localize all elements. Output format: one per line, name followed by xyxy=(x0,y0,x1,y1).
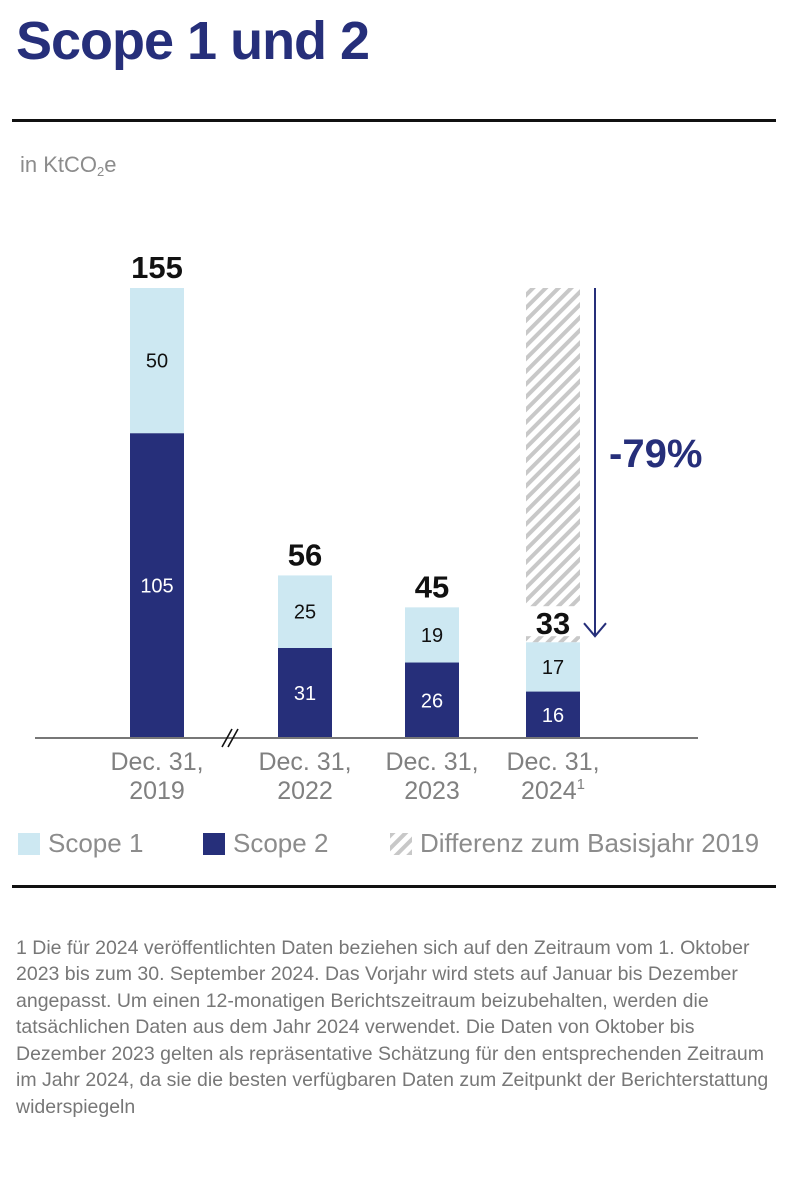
hatched-swatch-icon xyxy=(390,832,412,855)
axis-break-stroke xyxy=(227,728,239,748)
bar-scope-2 xyxy=(278,648,332,738)
reduction-percent-label: -79% xyxy=(609,432,702,476)
reduction-arrowhead-icon xyxy=(583,622,607,638)
bar-scope-2 xyxy=(130,433,184,738)
segment-value-label: 17 xyxy=(542,657,564,679)
legend-item-difference: Differenz zum Basisjahr 2019 xyxy=(390,828,759,859)
total-label-background xyxy=(526,606,580,637)
legend-item-scope-1: Scope 1 xyxy=(18,828,143,859)
axis-break-marker xyxy=(221,728,239,748)
x-tick-label-line1: Dec. 31, xyxy=(110,748,203,776)
x-tick-label-line2: 2022 xyxy=(277,777,333,805)
x-tick-label-line1: Dec. 31, xyxy=(506,748,599,776)
segment-value-label: 25 xyxy=(294,602,316,624)
segment-value-label: 105 xyxy=(140,576,173,598)
x-tick-label-line2: 20241 xyxy=(521,776,585,805)
page-title: Scope 1 und 2 xyxy=(16,11,370,71)
legend-item-scope-2: Scope 2 xyxy=(203,828,328,859)
segment-value-label: 19 xyxy=(421,625,443,647)
bar-scope-1 xyxy=(405,607,459,663)
footnote-superscript: 1 xyxy=(577,776,585,793)
total-value-label: 155 xyxy=(131,250,183,285)
bottom-divider xyxy=(12,885,776,888)
x-tick-label-line2: 2023 xyxy=(404,777,460,805)
bar-scope-1 xyxy=(130,288,184,434)
bar-difference-hatched xyxy=(526,288,580,643)
bar-scope-1 xyxy=(526,642,580,692)
segment-value-label: 50 xyxy=(146,351,168,373)
segment-value-label: 16 xyxy=(542,705,564,727)
x-tick-label-line1: Dec. 31, xyxy=(258,748,351,776)
segment-value-label: 31 xyxy=(294,683,316,705)
bar-scope-1 xyxy=(278,575,332,648)
scope-1-swatch-icon xyxy=(18,832,40,855)
axis-break-stroke xyxy=(221,728,233,748)
scope-2-swatch-icon xyxy=(203,832,225,855)
x-tick-label-line1: Dec. 31, xyxy=(385,748,478,776)
bar-scope-2 xyxy=(526,691,580,738)
x-tick-label-line2: 2019 xyxy=(129,777,185,805)
top-divider xyxy=(12,119,776,122)
total-value-label: 33 xyxy=(536,606,570,641)
segment-value-label: 26 xyxy=(421,690,443,712)
footnote: 1 Die für 2024 veröffentlichten Daten be… xyxy=(16,936,769,1118)
bar-scope-2 xyxy=(405,662,459,738)
total-value-label: 45 xyxy=(415,569,449,604)
total-value-label: 56 xyxy=(288,537,322,572)
unit-label: in KtCO2e xyxy=(20,152,117,179)
